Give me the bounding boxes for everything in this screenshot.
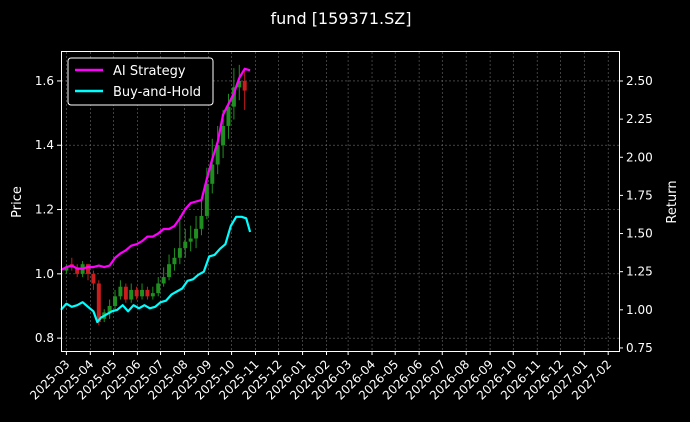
y-tick-label-left: 1.0 [35,267,54,281]
candle-body [64,267,69,271]
legend-box [67,57,214,106]
candle-body [226,106,231,126]
candle-body [215,145,220,165]
y-tick-label-right: 2.25 [626,112,653,126]
y-tick-label-right: 0.75 [626,341,653,355]
legend: AI Strategy Buy-and-Hold [67,57,214,106]
candle-body [210,164,215,184]
y-tick-label-right: 1.75 [626,188,653,202]
plot-frame [61,51,620,352]
candle-body [204,183,209,216]
series-line-buy-and-hold [60,215,252,324]
candle-body [107,305,112,313]
y-axis-label-left: Price [10,186,25,218]
candle-body [91,273,96,284]
y-tick-label-left: 0.8 [35,331,54,345]
candle-body [123,286,128,300]
y-axis-label-right: Return [665,180,680,223]
candle-body [140,289,145,297]
legend-label-ai-strategy: AI Strategy [113,64,186,79]
candle-body [113,296,118,306]
candle-body [167,264,172,278]
candle-body [134,289,139,297]
legend-label-buy-and-hold: Buy-and-Hold [113,85,201,100]
y-tick-label-left: 1.2 [35,203,54,217]
candle-body [96,283,101,323]
candle-body [221,125,226,146]
candle-body [161,277,166,284]
y-tick-label-left: 1.6 [35,74,54,88]
candle-body [177,248,182,258]
series-lines [60,67,252,324]
candle-body [237,80,242,88]
y-tick-label-right: 1.00 [626,303,653,317]
right-axis: 0.75 1.00 1.25 1.50 1.75 2.00 2.25 2.50 [619,74,653,355]
candle-body [129,289,134,300]
candle-body [172,257,177,265]
candle-body [150,293,155,297]
y-tick-label-right: 1.50 [626,227,653,241]
y-tick-label-left: 1.4 [35,138,54,152]
candle-body [156,283,161,294]
candle-body [118,286,123,297]
candle-body [86,264,91,274]
candle-body [231,87,236,107]
candle-body [145,289,150,297]
y-tick-label-right: 2.50 [626,74,653,88]
y-tick-label-right: 1.25 [626,265,653,279]
left-axis: 0.8 1.0 1.2 1.4 1.6 [35,74,61,345]
chart-title: fund [159371.SZ] [271,9,412,28]
series-line-ai-strategy [60,67,251,272]
candle-body [188,238,193,242]
candle-body [199,215,204,229]
candle-body [183,241,188,249]
candle-body [194,228,199,239]
candle-body [75,267,80,274]
y-tick-label-right: 2.00 [626,150,653,164]
candle-body [242,80,247,91]
